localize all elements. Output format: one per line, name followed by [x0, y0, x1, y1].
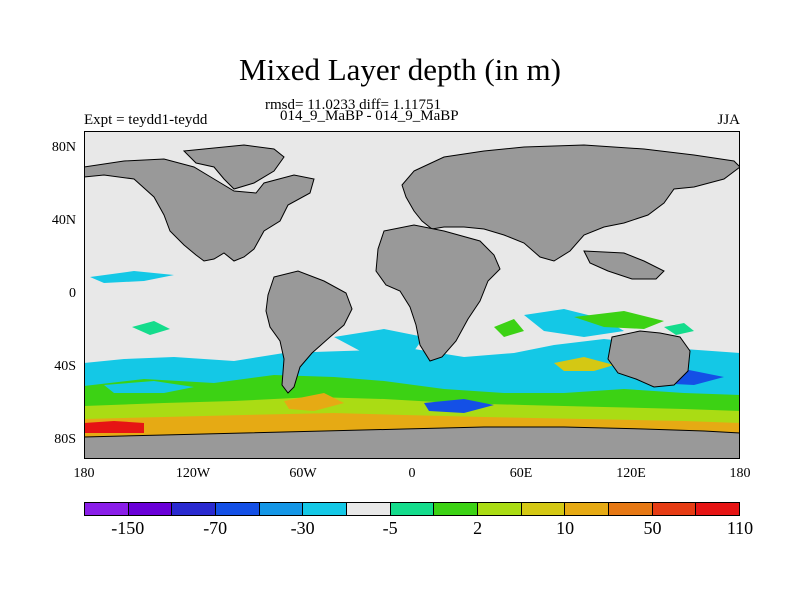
anomaly-patch [664, 323, 694, 335]
colorbar-label: -150 [111, 518, 145, 538]
colorbar-label: -70 [203, 518, 228, 538]
x-tick-label: 120W [175, 466, 211, 481]
colorbar-label: 10 [556, 518, 575, 538]
x-tick-label: 180 [729, 466, 751, 481]
map-frame [84, 131, 740, 459]
colorbar-swatch [520, 502, 565, 516]
colorbar-swatch [127, 502, 172, 516]
y-tick-label: 40S [54, 359, 76, 374]
colorbar-swatch [84, 502, 128, 516]
anomaly-patches [84, 271, 740, 437]
land-se-asia-islands [583, 250, 665, 280]
land-masses [84, 144, 740, 459]
colorbar-swatch [346, 502, 390, 516]
land-greenland-arctic [182, 144, 285, 190]
colorbar-label: 50 [643, 518, 662, 538]
land-africa [375, 224, 501, 362]
anomaly-patch [284, 393, 344, 411]
colorbar-swatch [477, 502, 521, 516]
colorbar-label: 2 [473, 518, 483, 538]
colorbar-swatch [608, 502, 652, 516]
world-map [84, 131, 740, 459]
x-tick-label: 60W [289, 466, 317, 481]
colorbar-swatch [302, 502, 347, 516]
colorbar-swatch [258, 502, 303, 516]
experiment-label: Expt = teydd1-teydd [84, 112, 208, 128]
colorbar-swatch [695, 502, 741, 516]
x-tick-label: 0 [408, 466, 416, 481]
x-tick-label: 120E [616, 466, 646, 481]
colorbar-label: -5 [382, 518, 398, 538]
land-north-america [84, 158, 315, 262]
anomaly-patch [574, 311, 664, 329]
season-label: JJA [717, 112, 740, 128]
stats-line: rmsd= 11.0233 diff= 1.11751 [265, 97, 441, 113]
anomaly-patch [424, 399, 494, 413]
color-bar [84, 502, 741, 516]
y-tick-label: 40N [51, 213, 76, 228]
comparison-label: 014_9_MaBP - 014_9_MaBP [280, 108, 459, 124]
anomaly-patch [90, 271, 174, 283]
land-antarctica [84, 426, 740, 459]
y-tick-label: 80S [54, 432, 76, 447]
anomaly-patch [554, 357, 614, 371]
colorbar-swatch [215, 502, 259, 516]
colorbar-swatch [433, 502, 478, 516]
y-tick-label: 0 [69, 286, 76, 301]
colorbar-swatch [564, 502, 609, 516]
anomaly-patch [524, 309, 624, 337]
colorbar-label: 110 [726, 518, 754, 538]
land-australia [607, 330, 691, 388]
x-tick-label: 180 [73, 466, 95, 481]
anomaly-patch [494, 319, 524, 337]
colorbar-swatch [651, 502, 696, 516]
anomaly-patch [84, 421, 144, 433]
y-tick-label: 80N [51, 140, 76, 155]
map-title: Mixed Layer depth (in m) [239, 52, 561, 87]
anomaly-patch [104, 381, 194, 393]
colorbar-swatch [389, 502, 434, 516]
colorbar-swatch [171, 502, 216, 516]
land-south-america [265, 270, 353, 394]
x-tick-label: 60E [509, 466, 533, 481]
colorbar-label: -30 [290, 518, 315, 538]
anomaly-patch [132, 321, 170, 335]
anomaly-patch [334, 329, 424, 353]
